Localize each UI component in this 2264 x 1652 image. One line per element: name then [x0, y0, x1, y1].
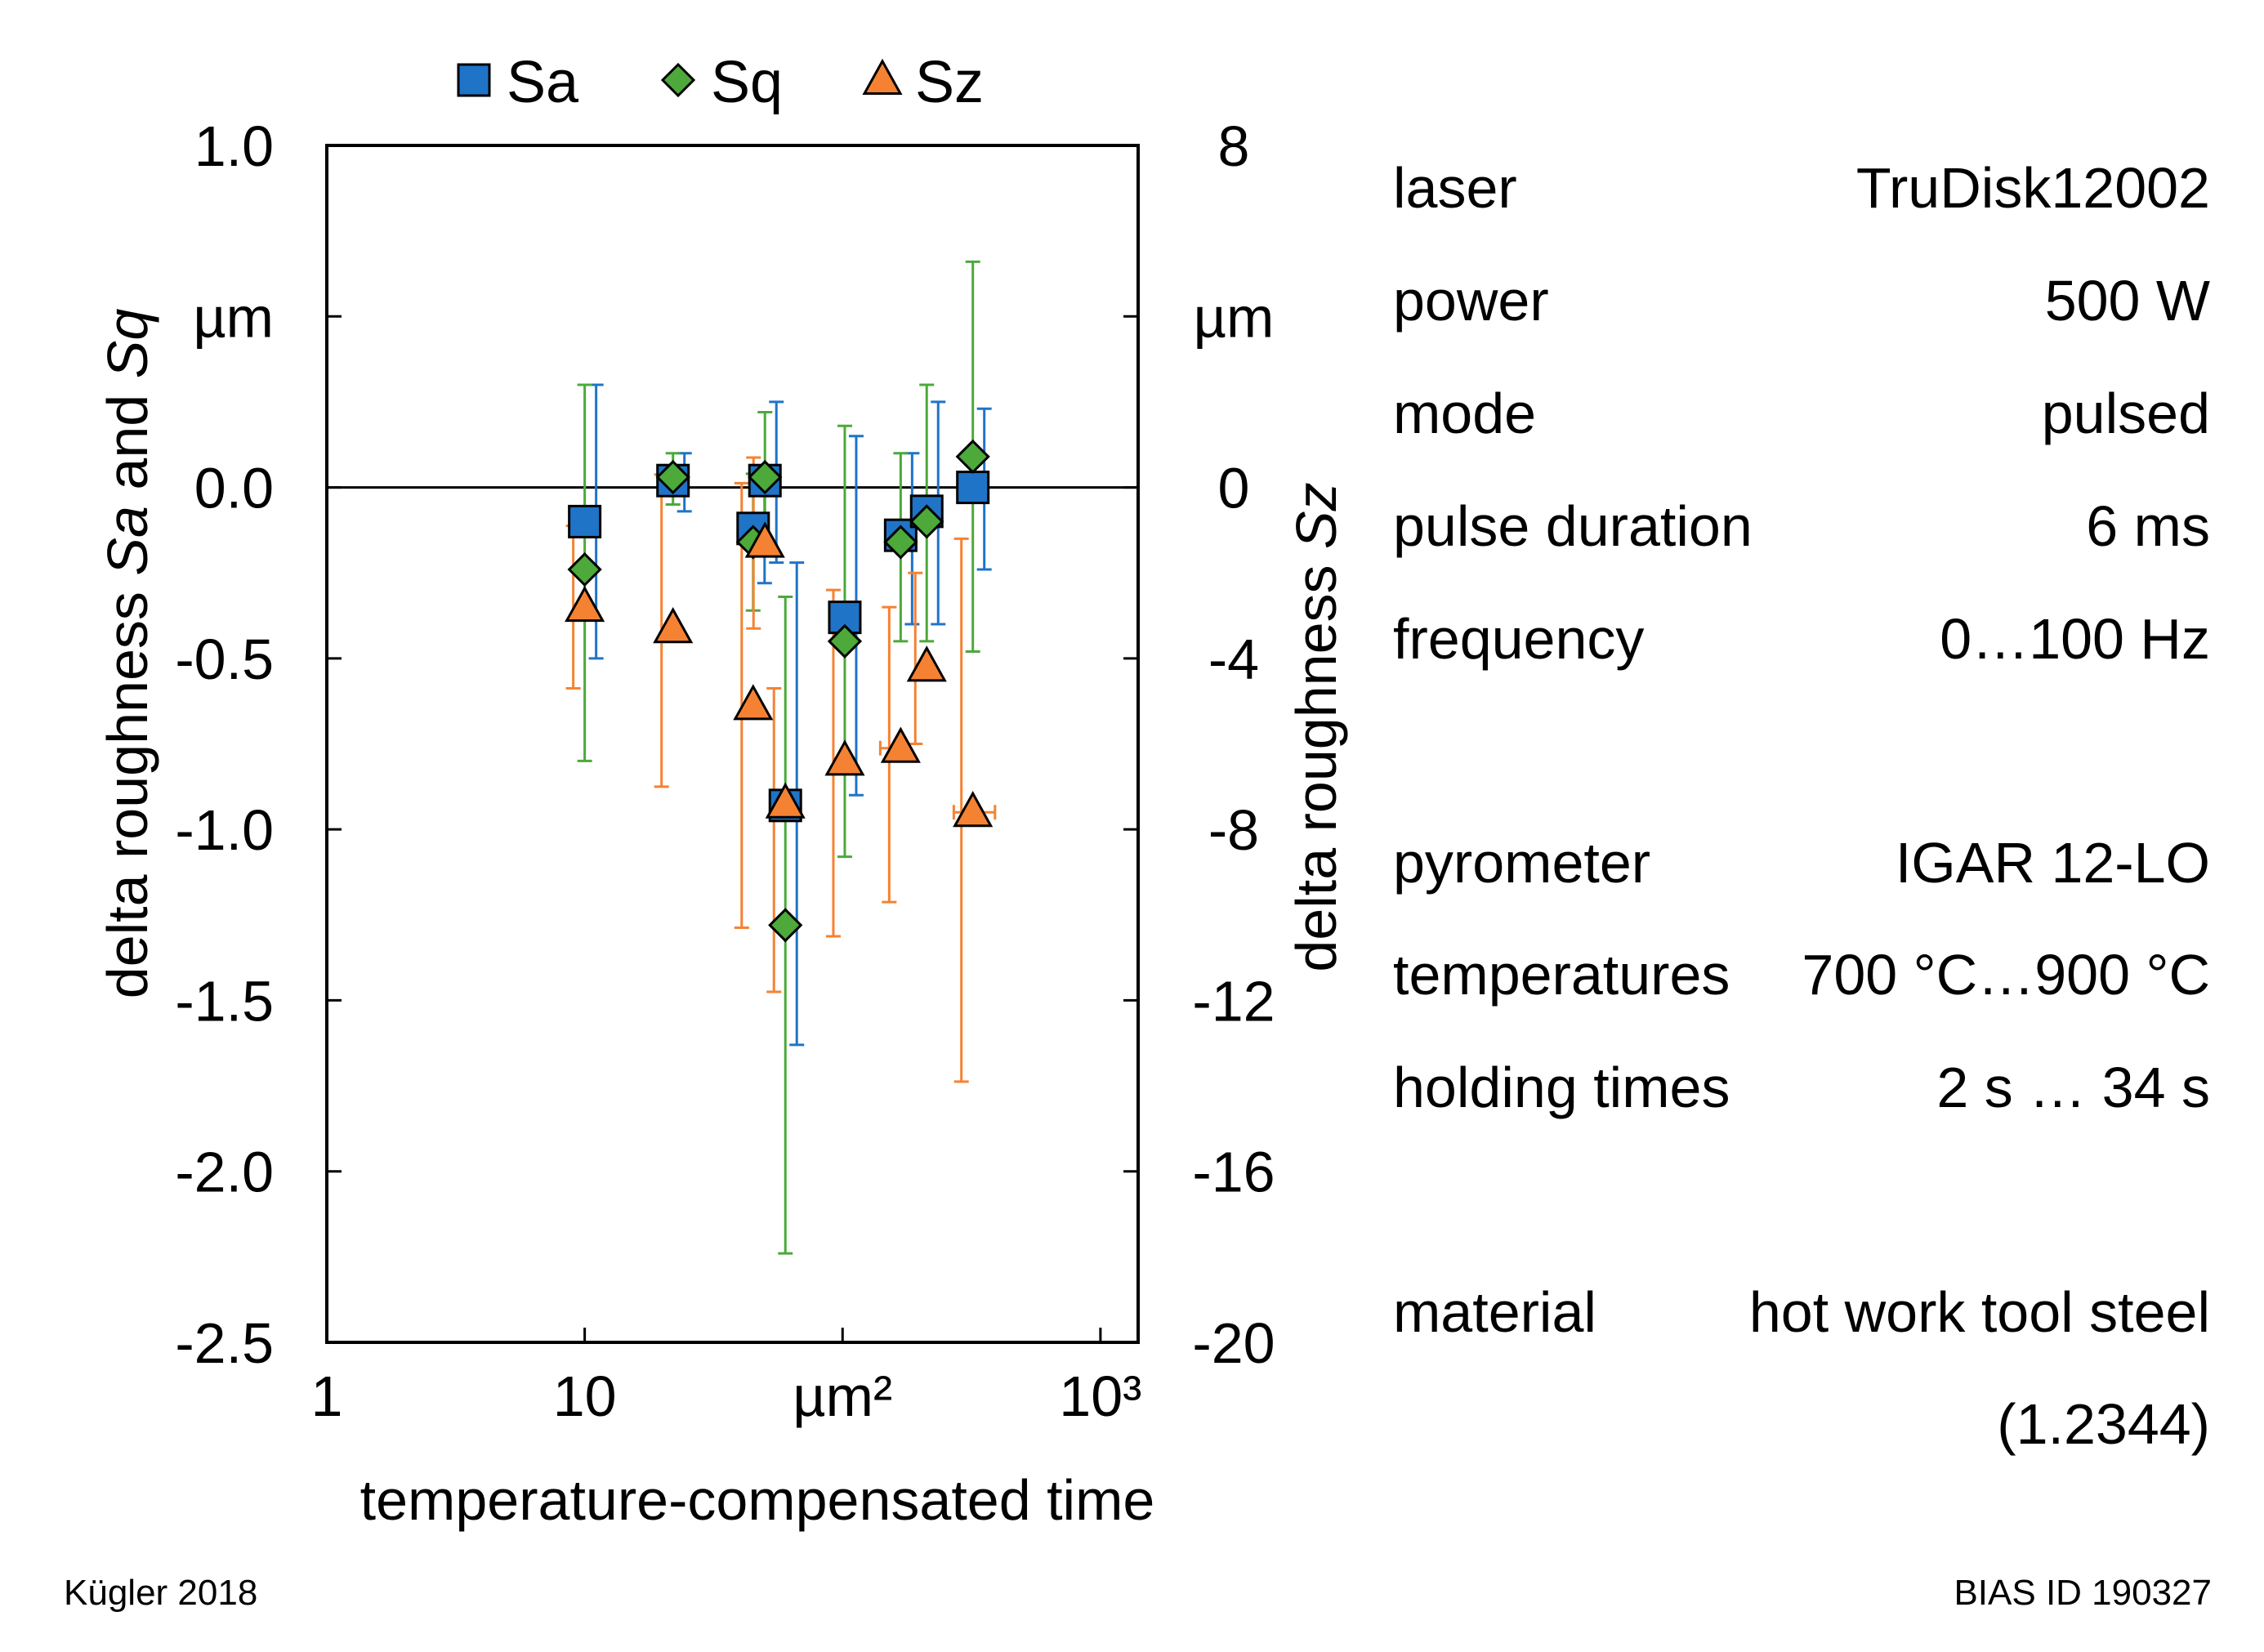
- legend-item-sz: Sz: [862, 50, 984, 115]
- param-value: 700 °C…900 °C: [1802, 943, 2210, 1007]
- legend-label: Sa: [507, 50, 579, 115]
- param-value: IGAR 12-LO: [1895, 831, 2210, 895]
- data-point-sq: [955, 439, 990, 475]
- param-label: temperatures: [1393, 943, 1730, 1007]
- series-sq-errorbars: [577, 260, 980, 1255]
- y-right-tick-label: -16: [1192, 1141, 1275, 1204]
- data-point-sq: [768, 908, 803, 943]
- param-label: frequency: [1393, 607, 1645, 671]
- param-row-power: power 500 W: [1393, 268, 2210, 333]
- param-value: (1.2344): [1997, 1392, 2210, 1456]
- param-row-frequency: frequency 0…100 Hz: [1393, 606, 2210, 672]
- param-row-laser: laser TruDisk12002: [1393, 155, 2210, 221]
- y-left-tick-label: -1.5: [175, 969, 274, 1033]
- y-right-tick-label: 0: [1218, 457, 1250, 520]
- data-point-sz: [744, 521, 785, 558]
- legend-marker-sz: [862, 58, 903, 95]
- data-point-sz: [765, 782, 806, 819]
- y-left-tick-label: -1.0: [175, 798, 274, 862]
- param-row-pyrometer: pyrometer IGAR 12-LO: [1393, 830, 2210, 895]
- y-left-tick-label: 1.0: [194, 114, 274, 178]
- param-row-pulse-duration: pulse duration 6 ms: [1393, 493, 2210, 559]
- param-row-temperatures: temperatures 700 °C…900 °C: [1393, 942, 2210, 1007]
- x-axis-title: temperature-compensated time: [360, 1468, 1155, 1532]
- param-value: TruDisk12002: [1855, 156, 2210, 220]
- data-point-sq: [748, 459, 783, 495]
- data-point-sa: [568, 504, 602, 538]
- data-point-sz: [653, 607, 694, 644]
- legend-item-sq: Sq: [660, 50, 783, 115]
- param-value: hot work tool steel: [1748, 1280, 2210, 1344]
- param-row-material-number: (1.2344): [1393, 1391, 2210, 1457]
- series-sq-points: [567, 439, 990, 943]
- param-value: pulsed: [2041, 382, 2210, 445]
- series-sz-points: [565, 521, 994, 828]
- data-point-sz: [880, 726, 921, 763]
- footer-id: BIAS ID 190327: [1954, 1573, 2212, 1613]
- param-label: material: [1393, 1280, 1596, 1344]
- legend-marker-sq: [660, 62, 696, 98]
- param-label: laser: [1393, 156, 1517, 220]
- y-right-tick-label: -20: [1192, 1311, 1275, 1375]
- data-point-sz: [824, 739, 865, 776]
- y-left-tick-label: -0.5: [175, 627, 274, 691]
- data-point-sq: [567, 551, 602, 587]
- y-right-tick-label: µm: [1194, 285, 1275, 349]
- x-tick-label: 10: [553, 1364, 617, 1428]
- legend-marker-sa: [457, 63, 491, 97]
- param-label: power: [1393, 269, 1549, 333]
- data-point-sa: [956, 471, 990, 505]
- param-row-mode: mode pulsed: [1393, 381, 2210, 446]
- chart-legend: Sa Sq Sz: [457, 50, 984, 115]
- y-right-tick-label: -12: [1192, 969, 1275, 1033]
- data-point-sq: [883, 525, 918, 560]
- param-value: 500 W: [2044, 269, 2210, 333]
- y-right-tick-label: -8: [1208, 798, 1259, 862]
- param-value: 0…100 Hz: [1940, 607, 2210, 671]
- footer-author: Kügler 2018: [64, 1573, 258, 1613]
- y-right-axis-title: delta roughness Sz: [1284, 482, 1348, 971]
- legend-label: Sz: [915, 50, 984, 115]
- data-point-sz: [733, 684, 774, 721]
- param-row-material: material hot work tool steel: [1393, 1279, 2210, 1345]
- param-value: 2 s … 34 s: [1936, 1056, 2210, 1119]
- x-tick-label: µm²: [793, 1364, 892, 1428]
- param-row-holding-times: holding times 2 s … 34 s: [1393, 1055, 2210, 1120]
- x-tick-label: 1: [311, 1364, 343, 1428]
- y-left-tick-label: -2.5: [175, 1311, 274, 1375]
- param-label: mode: [1393, 382, 1537, 445]
- y-right-tick-label: 8: [1218, 114, 1250, 178]
- data-point-sq: [827, 623, 863, 659]
- param-label: pyrometer: [1393, 831, 1651, 895]
- y-right-tick-label: -4: [1208, 627, 1259, 691]
- legend-item-sa: Sa: [457, 50, 579, 115]
- data-point-sq: [909, 504, 944, 539]
- param-label: pulse duration: [1393, 494, 1753, 558]
- plot-area-frame: [325, 144, 1140, 1344]
- series-sa-errorbars: [588, 383, 992, 1047]
- param-value: 6 ms: [2086, 494, 2210, 558]
- x-tick-label: 10³: [1059, 1364, 1141, 1428]
- y-left-axis-title: delta roughness Sa and Sq: [96, 309, 159, 999]
- param-label: holding times: [1393, 1056, 1730, 1119]
- data-point-sz: [953, 791, 994, 828]
- data-point-sq: [655, 459, 690, 495]
- legend-label: Sq: [711, 50, 783, 115]
- y-left-tick-label: µm: [193, 285, 274, 349]
- y-left-tick-label: -2.0: [175, 1141, 274, 1204]
- data-point-sz: [906, 645, 947, 682]
- data-point-sz: [565, 585, 605, 623]
- y-left-tick-label: 0.0: [194, 457, 274, 520]
